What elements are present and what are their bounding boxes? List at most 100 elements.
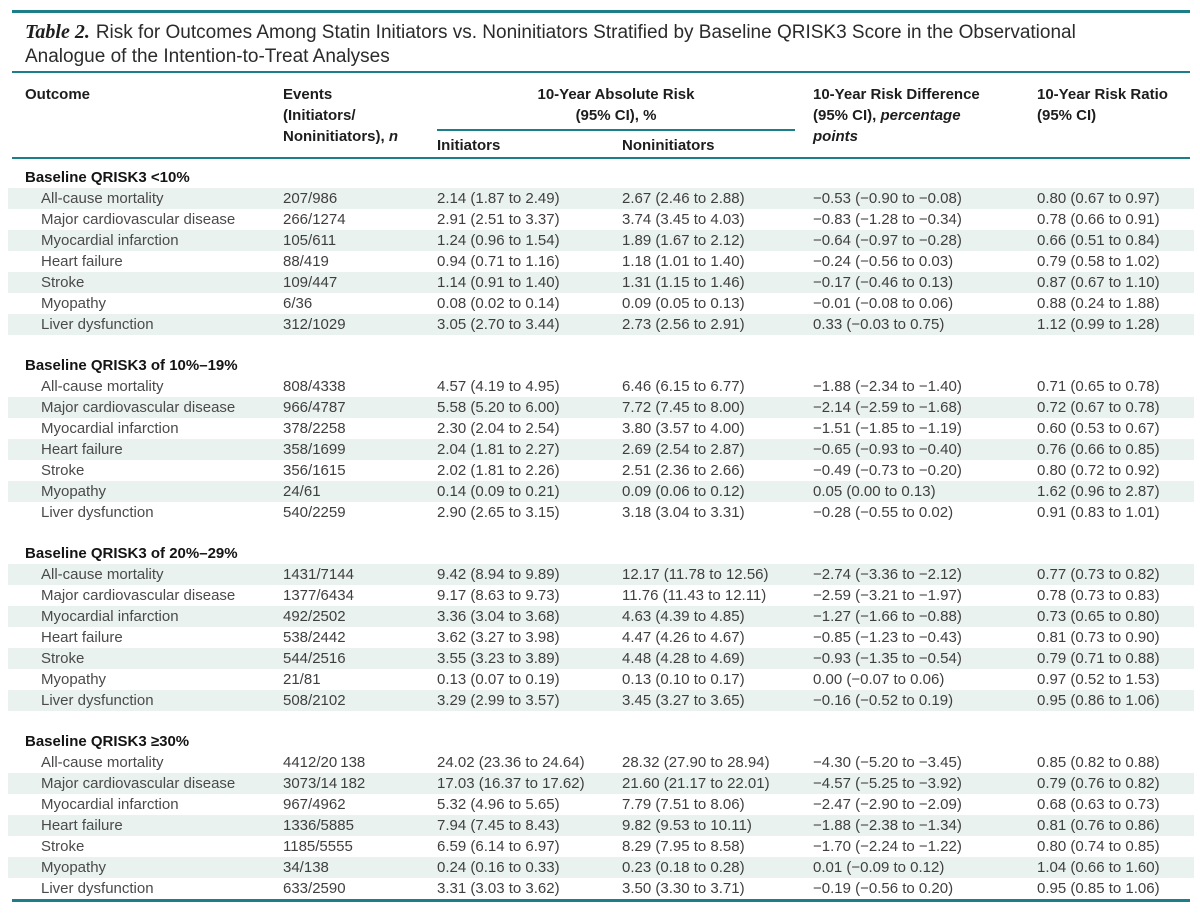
noninitiators-risk-cell: 2.67 (2.46 to 2.88) <box>622 190 745 207</box>
noninitiators-risk-cell: 0.09 (0.06 to 0.12) <box>622 483 745 500</box>
table-row: Myocardial infarction 492/2502 3.36 (3.04 … <box>8 606 1194 627</box>
initiators-risk-cell: 2.02 (1.81 to 2.26) <box>437 462 560 479</box>
table-row: Myopathy 24/61 0.14 (0.09 to 0.21) 0.09 (0.… <box>8 481 1194 502</box>
table-row: Liver dysfunction 508/2102 3.29 (2.99 to 3… <box>8 690 1194 711</box>
risk-ratio-cell: 1.62 (0.96 to 2.87) <box>1037 483 1160 500</box>
outcome-cell: Myocardial infarction <box>41 232 179 249</box>
initiators-risk-cell: 1.14 (0.91 to 1.40) <box>437 274 560 291</box>
risk-ratio-cell: 1.04 (0.66 to 1.60) <box>1037 859 1160 876</box>
outcome-cell: Myopathy <box>41 295 107 312</box>
initiators-risk-cell: 2.04 (1.81 to 2.27) <box>437 441 560 458</box>
risk-difference-cell: −0.17 (−0.46 to 0.13) <box>813 274 954 291</box>
risk-ratio-cell: 0.79 (0.58 to 1.02) <box>1037 253 1160 270</box>
events-cell: 3073/14 182 <box>283 775 366 792</box>
column-header-events: Events (Initiators/ Noninitiators), n <box>283 84 398 147</box>
column-subheader-initiators: Initiators <box>437 137 501 154</box>
header-line: (95% CI) <box>1037 107 1097 124</box>
events-cell: 24/61 <box>283 483 321 500</box>
risk-difference-cell: 0.01 (−0.09 to 0.12) <box>813 859 945 876</box>
risk-difference-cell: −1.27 (−1.66 to −0.88) <box>813 608 962 625</box>
risk-ratio-cell: 0.81 (0.76 to 0.86) <box>1037 817 1160 834</box>
risk-difference-cell: −0.64 (−0.97 to −0.28) <box>813 232 962 249</box>
table-row: Major cardiovascular disease 3073/14 182 1… <box>8 773 1194 794</box>
section-header: Baseline QRISK3 <10% <box>25 169 190 186</box>
section-header: Baseline QRISK3 of 20%–29% <box>25 545 238 562</box>
events-cell: 21/81 <box>283 671 321 688</box>
header-line: (95% CI), % <box>575 107 657 124</box>
risk-ratio-cell: 0.95 (0.85 to 1.06) <box>1037 880 1160 897</box>
risk-ratio-cell: 0.79 (0.71 to 0.88) <box>1037 650 1160 667</box>
risk-difference-cell: −4.30 (−5.20 to −3.45) <box>813 754 962 771</box>
events-cell: 4412/20 138 <box>283 754 366 771</box>
events-cell: 312/1029 <box>283 316 346 333</box>
initiators-risk-cell: 3.05 (2.70 to 3.44) <box>437 316 560 333</box>
table-row: Major cardiovascular disease 266/1274 2.91… <box>8 209 1194 230</box>
outcome-cell: All-cause mortality <box>41 190 164 207</box>
outcome-cell: Major cardiovascular disease <box>41 399 236 416</box>
table-row: All-cause mortality 207/986 2.14 (1.87 to … <box>8 188 1194 209</box>
initiators-risk-cell: 17.03 (16.37 to 17.62) <box>437 775 585 792</box>
risk-ratio-cell: 0.81 (0.73 to 0.90) <box>1037 629 1160 646</box>
table-row: Stroke 1185/5555 6.59 (6.14 to 6.97) 8.29 (… <box>8 836 1194 857</box>
outcome-cell: Myopathy <box>41 671 107 688</box>
table-section: Baseline QRISK3 of 20%–29% All-cause mor… <box>8 544 1194 711</box>
outcome-cell: All-cause mortality <box>41 754 164 771</box>
initiators-risk-cell: 9.42 (8.94 to 9.89) <box>437 566 560 583</box>
section-rows: All-cause mortality 1431/7144 9.42 (8.94 t… <box>8 564 1194 711</box>
outcome-cell: Myopathy <box>41 483 107 500</box>
table-row: Heart failure 538/2442 3.62 (3.27 to 3.98)… <box>8 627 1194 648</box>
table-number: Table 2. <box>25 21 90 43</box>
table-row: Liver dysfunction 633/2590 3.31 (3.03 to 3… <box>8 878 1194 899</box>
events-cell: 538/2442 <box>283 629 346 646</box>
risk-ratio-cell: 0.66 (0.51 to 0.84) <box>1037 232 1160 249</box>
risk-difference-cell: −0.65 (−0.93 to −0.40) <box>813 441 962 458</box>
noninitiators-risk-cell: 4.63 (4.39 to 4.85) <box>622 608 745 625</box>
initiators-risk-cell: 0.14 (0.09 to 0.21) <box>437 483 560 500</box>
risk-difference-cell: −1.88 (−2.34 to −1.40) <box>813 378 962 395</box>
table-row: Major cardiovascular disease 966/4787 5.58… <box>8 397 1194 418</box>
outcome-cell: Liver dysfunction <box>41 504 154 521</box>
noninitiators-risk-cell: 0.09 (0.05 to 0.13) <box>622 295 745 312</box>
noninitiators-risk-cell: 1.89 (1.67 to 2.12) <box>622 232 745 249</box>
events-cell: 1336/5885 <box>283 817 354 834</box>
initiators-risk-cell: 3.29 (2.99 to 3.57) <box>437 692 560 709</box>
header-line: Events <box>283 86 333 103</box>
initiators-risk-cell: 3.55 (3.23 to 3.89) <box>437 650 560 667</box>
table-title: Table 2. Risk for Outcomes Among Statin I… <box>25 20 1185 69</box>
section-rows: All-cause mortality 4412/20 138 24.02 (23.… <box>8 752 1194 899</box>
noninitiators-risk-cell: 7.72 (7.45 to 8.00) <box>622 399 745 416</box>
outcome-cell: Major cardiovascular disease <box>41 775 236 792</box>
table-caption-line2: Analogue of the Intention-to-Treat Analy… <box>25 46 390 67</box>
events-cell: 1377/6434 <box>283 587 354 604</box>
outcome-cell: Liver dysfunction <box>41 880 154 897</box>
risk-ratio-cell: 0.78 (0.66 to 0.91) <box>1037 211 1160 228</box>
initiators-risk-cell: 0.94 (0.71 to 1.16) <box>437 253 560 270</box>
initiators-risk-cell: 1.24 (0.96 to 1.54) <box>437 232 560 249</box>
noninitiators-risk-cell: 1.31 (1.15 to 1.46) <box>622 274 745 291</box>
table-row: Myocardial infarction 105/611 1.24 (0.96 t… <box>8 230 1194 251</box>
table-row: Myopathy 21/81 0.13 (0.07 to 0.19) 0.13 (0.… <box>8 669 1194 690</box>
section-header: Baseline QRISK3 ≥30% <box>25 733 190 750</box>
outcome-cell: Stroke <box>41 274 85 291</box>
risk-ratio-cell: 0.76 (0.66 to 0.85) <box>1037 441 1160 458</box>
header-italic: percentage <box>880 107 961 124</box>
initiators-risk-cell: 5.58 (5.20 to 6.00) <box>437 399 560 416</box>
noninitiators-risk-cell: 3.18 (3.04 to 3.31) <box>622 504 745 521</box>
risk-difference-cell: −2.59 (−3.21 to −1.97) <box>813 587 962 604</box>
risk-difference-cell: 0.00 (−0.07 to 0.06) <box>813 671 945 688</box>
initiators-risk-cell: 0.08 (0.02 to 0.14) <box>437 295 560 312</box>
outcome-cell: Stroke <box>41 650 85 667</box>
noninitiators-risk-cell: 4.48 (4.28 to 4.69) <box>622 650 745 667</box>
initiators-risk-cell: 2.14 (1.87 to 2.49) <box>437 190 560 207</box>
risk-ratio-cell: 0.87 (0.67 to 1.10) <box>1037 274 1160 291</box>
noninitiators-risk-cell: 8.29 (7.95 to 8.58) <box>622 838 745 855</box>
events-cell: 1431/7144 <box>283 566 354 583</box>
header-n-italic: n <box>388 128 398 145</box>
noninitiators-risk-cell: 1.18 (1.01 to 1.40) <box>622 253 745 270</box>
outcome-cell: Liver dysfunction <box>41 692 154 709</box>
events-cell: 808/4338 <box>283 378 346 395</box>
events-cell: 109/447 <box>283 274 338 291</box>
events-cell: 6/36 <box>283 295 313 312</box>
column-subheader-noninitiators: Noninitiators <box>622 137 715 154</box>
